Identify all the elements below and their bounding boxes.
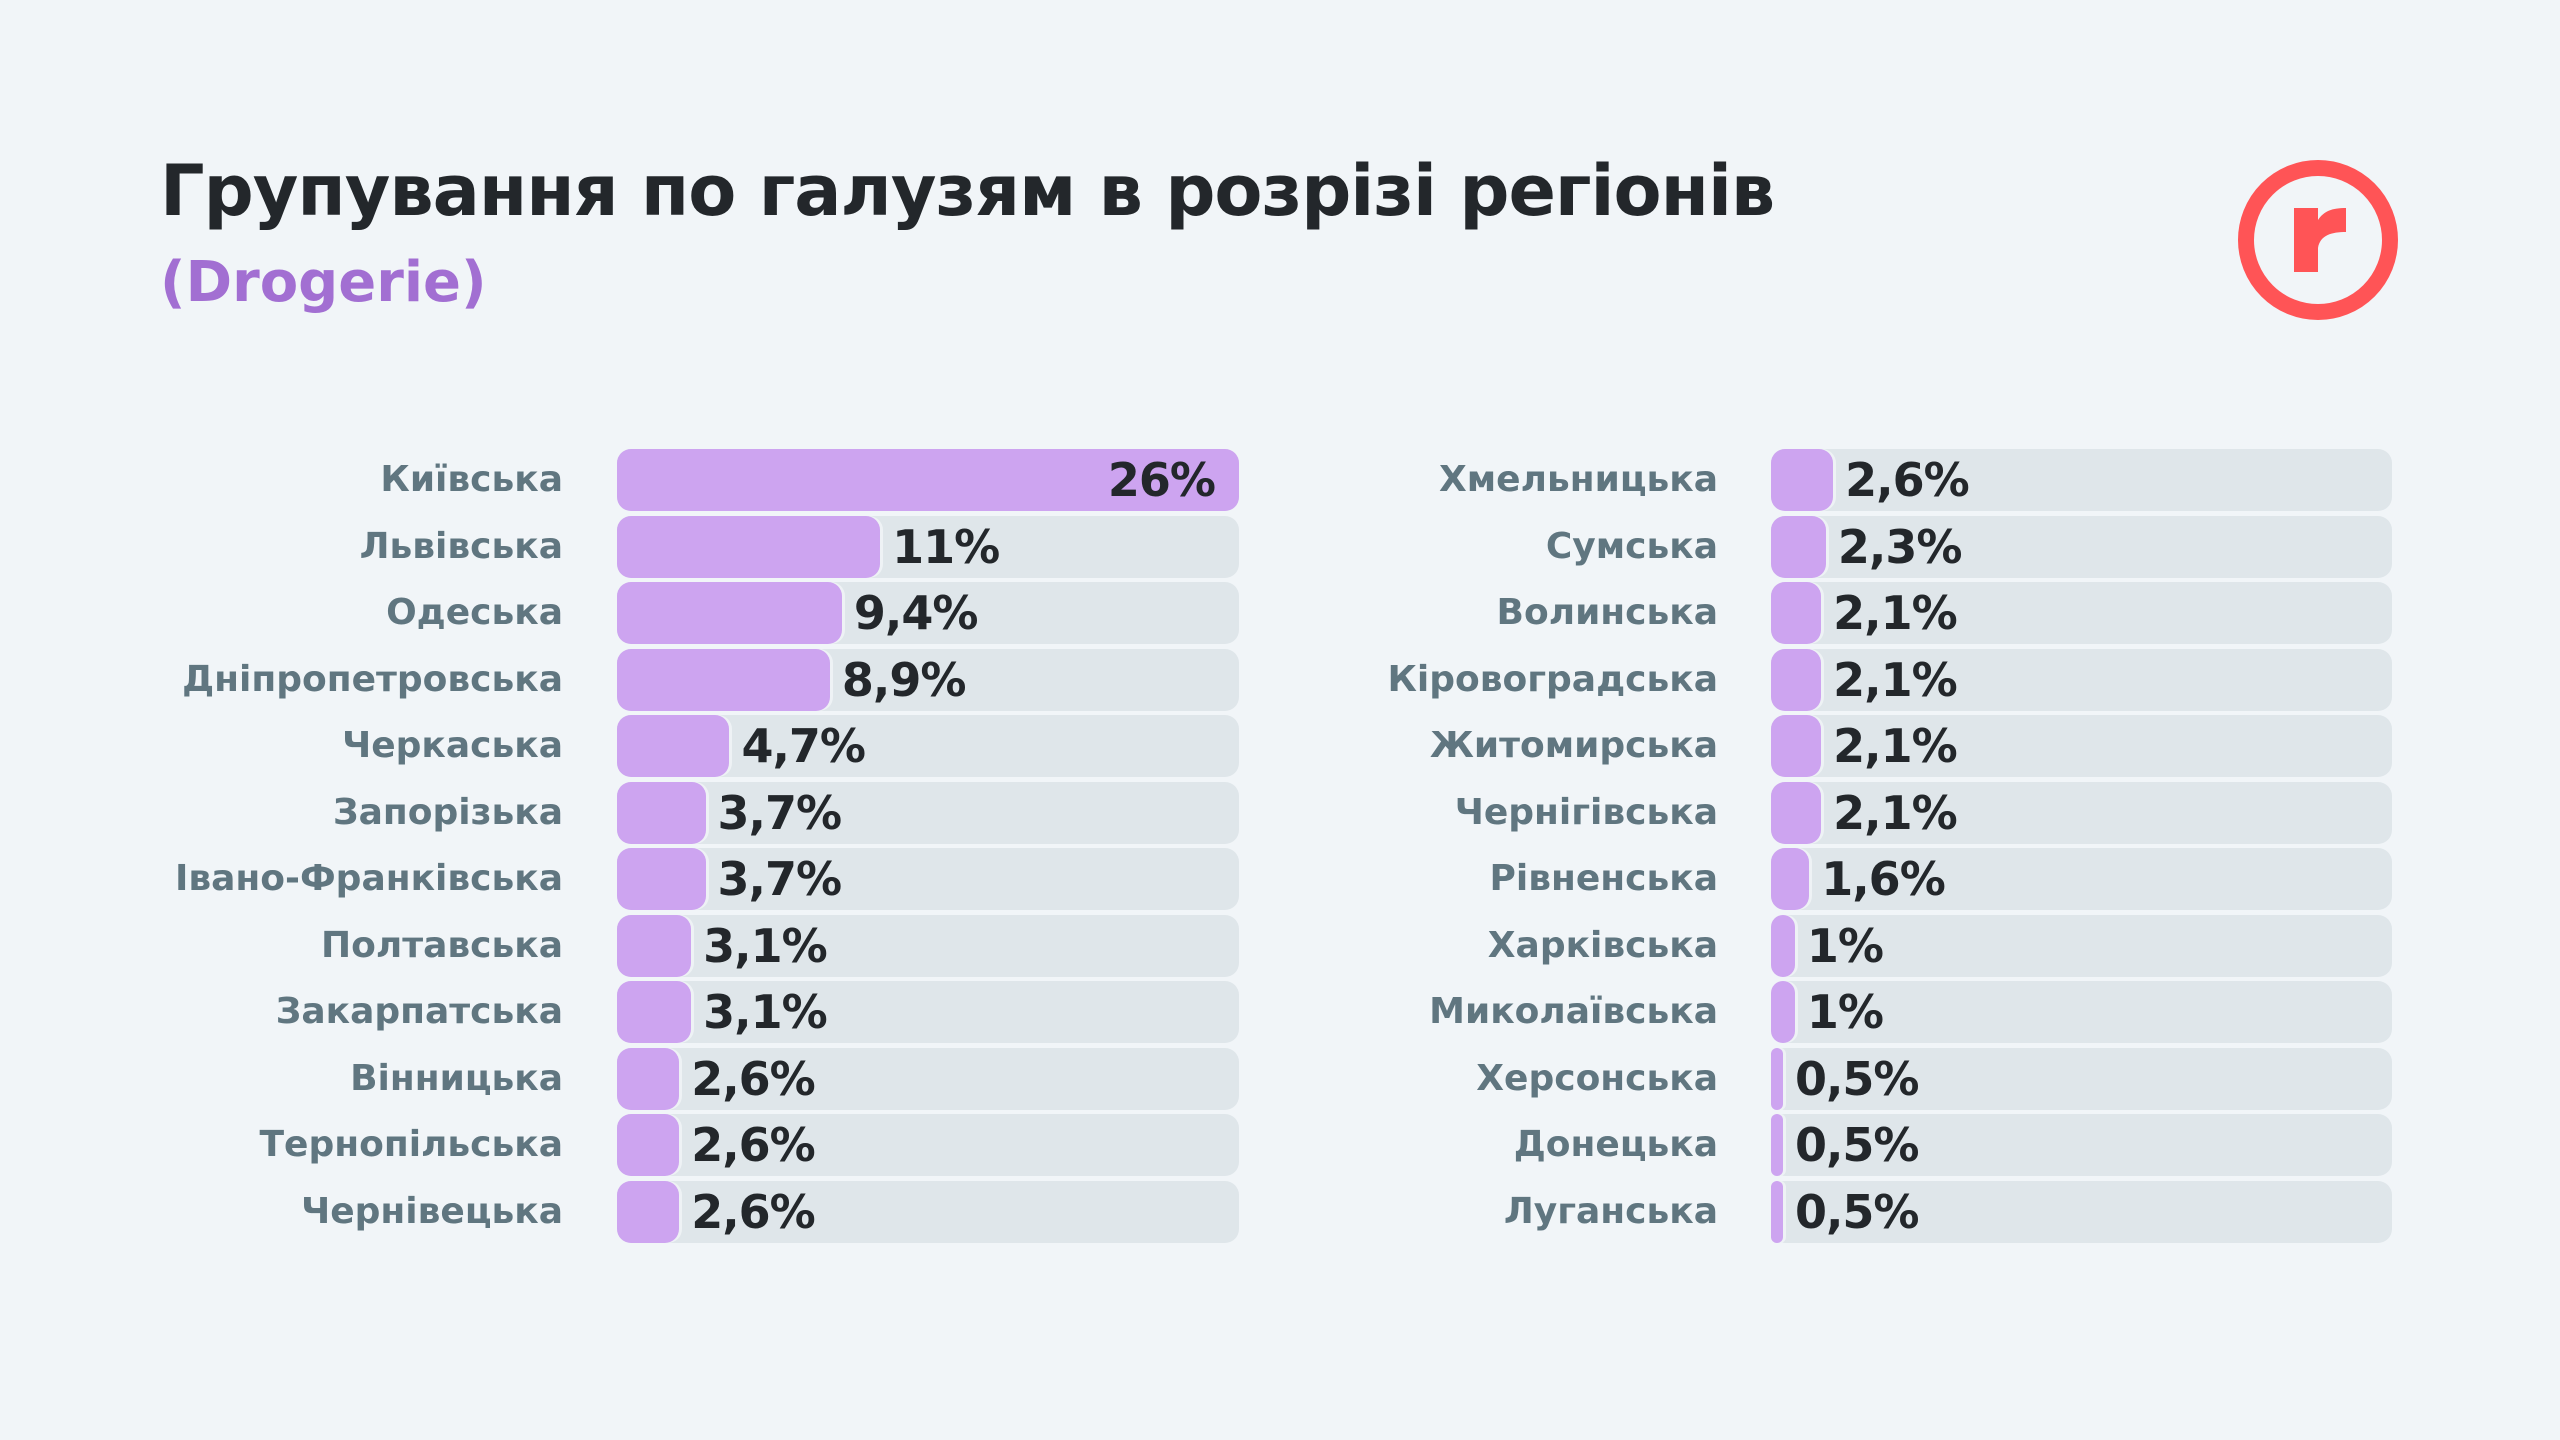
value-label: 2,1%	[1833, 652, 1958, 707]
bar-track: 3,1%	[617, 914, 1239, 977]
bar-track: 8,9%	[617, 648, 1239, 711]
bar-track: 1,6%	[1771, 848, 2392, 910]
category-label: Дніпропетровська	[182, 658, 563, 700]
bar	[617, 781, 706, 844]
bar	[1771, 914, 1795, 977]
category-label: Сумська	[1545, 525, 1718, 567]
bar	[617, 515, 881, 578]
value-label: 2,1%	[1833, 785, 1958, 840]
value-label: 0,5%	[1794, 1118, 1920, 1172]
value-label: 26%	[1107, 453, 1216, 507]
bar-track: 3,7%	[617, 848, 1239, 910]
bar	[617, 1180, 680, 1243]
category-label: Львівська	[359, 525, 563, 567]
bar	[617, 981, 692, 1043]
bar-track: 11%	[617, 515, 1239, 578]
brand-logo	[2238, 160, 2398, 320]
value-label: 2,6%	[1845, 453, 1970, 507]
bar	[617, 449, 1239, 511]
bar-track: 9,4%	[617, 582, 1239, 644]
bar	[617, 1047, 680, 1110]
value-label: 1%	[1806, 918, 1884, 973]
bar-track: 2,6%	[1771, 449, 2392, 511]
category-label: Кіровоградська	[1387, 658, 1718, 700]
category-label: Рівненська	[1489, 858, 1719, 899]
value-label: 2,1%	[1833, 719, 1958, 773]
value-label: 4,7%	[741, 719, 866, 773]
bar-track: 0,5%	[1771, 1114, 2392, 1176]
category-label: Полтавська	[321, 924, 563, 966]
category-label: Тернопільська	[259, 1124, 563, 1165]
bar	[1771, 1047, 1783, 1110]
bar	[617, 914, 692, 977]
value-label: 0,5%	[1794, 1051, 1920, 1106]
value-label: 3,1%	[703, 918, 828, 973]
bar	[617, 715, 730, 777]
bar	[1771, 648, 1822, 711]
category-label: Житомирська	[1429, 725, 1718, 766]
bar-track: 0,5%	[1771, 1047, 2392, 1110]
bar	[1771, 582, 1822, 644]
bar-track: 2,6%	[617, 1180, 1239, 1243]
bar-track: 3,1%	[617, 981, 1239, 1043]
value-label: 1,6%	[1821, 852, 1946, 906]
category-label: Івано-Франківська	[174, 858, 563, 899]
category-label: Черкаська	[342, 725, 563, 766]
category-label: Донецька	[1513, 1124, 1718, 1165]
bar-track: 2,6%	[617, 1047, 1239, 1110]
category-label: Миколаївська	[1429, 991, 1718, 1032]
category-label: Одеська	[386, 592, 563, 633]
value-label: 2,3%	[1837, 519, 1963, 574]
bar	[1771, 715, 1822, 777]
page-subtitle: (Drogerie)	[160, 250, 487, 315]
bar	[617, 1114, 680, 1176]
bar	[1771, 1114, 1783, 1176]
category-label: Київська	[380, 459, 563, 500]
category-label: Вінницька	[350, 1057, 563, 1099]
bar-track: 1%	[1771, 914, 2392, 977]
category-label: Хмельницька	[1439, 459, 1718, 500]
value-label: 2,6%	[691, 1184, 816, 1239]
bar-track: 4,7%	[617, 715, 1239, 777]
value-label: 3,1%	[703, 985, 828, 1039]
category-label: Волинська	[1496, 592, 1718, 633]
bar	[1771, 781, 1822, 844]
category-label: Запорізька	[333, 791, 563, 833]
value-label: 3,7%	[717, 785, 843, 840]
value-label: 1%	[1806, 985, 1884, 1039]
category-label: Чернівецька	[301, 1190, 563, 1232]
category-label: Херсонська	[1476, 1057, 1718, 1099]
bar-track: 2,1%	[1771, 781, 2392, 844]
value-label: 2,6%	[691, 1118, 816, 1172]
bar-track: 26%	[617, 449, 1239, 511]
value-label: 2,6%	[691, 1051, 816, 1106]
page-title: Групування по галузям в розрізі регіонів	[160, 150, 1775, 232]
bar-track: 1%	[1771, 981, 2392, 1043]
bar	[1771, 1180, 1783, 1243]
bar-track: 2,3%	[1771, 515, 2392, 578]
value-label: 0,5%	[1794, 1184, 1920, 1239]
bar-track: 0,5%	[1771, 1180, 2392, 1243]
bar-track: 2,1%	[1771, 582, 2392, 644]
bar	[1771, 848, 1810, 910]
bar-track: 2,1%	[1771, 715, 2392, 777]
category-label: Луганська	[1503, 1190, 1718, 1232]
bar	[617, 848, 706, 910]
category-label: Чернігівська	[1454, 791, 1718, 833]
bar-track: 3,7%	[617, 781, 1239, 844]
bar-track: 2,6%	[617, 1114, 1239, 1176]
bar	[617, 582, 842, 644]
value-label: 11%	[892, 519, 1000, 574]
value-label: 8,9%	[841, 652, 967, 707]
value-label: 2,1%	[1833, 586, 1958, 640]
value-label: 9,4%	[853, 586, 979, 640]
category-label: Харківська	[1487, 924, 1718, 966]
bar	[1771, 449, 1834, 511]
bar	[1771, 981, 1795, 1043]
bar	[1771, 515, 1826, 578]
category-label: Закарпатська	[275, 991, 563, 1032]
bar	[617, 648, 830, 711]
value-label: 3,7%	[717, 852, 843, 906]
bar-track: 2,1%	[1771, 648, 2392, 711]
